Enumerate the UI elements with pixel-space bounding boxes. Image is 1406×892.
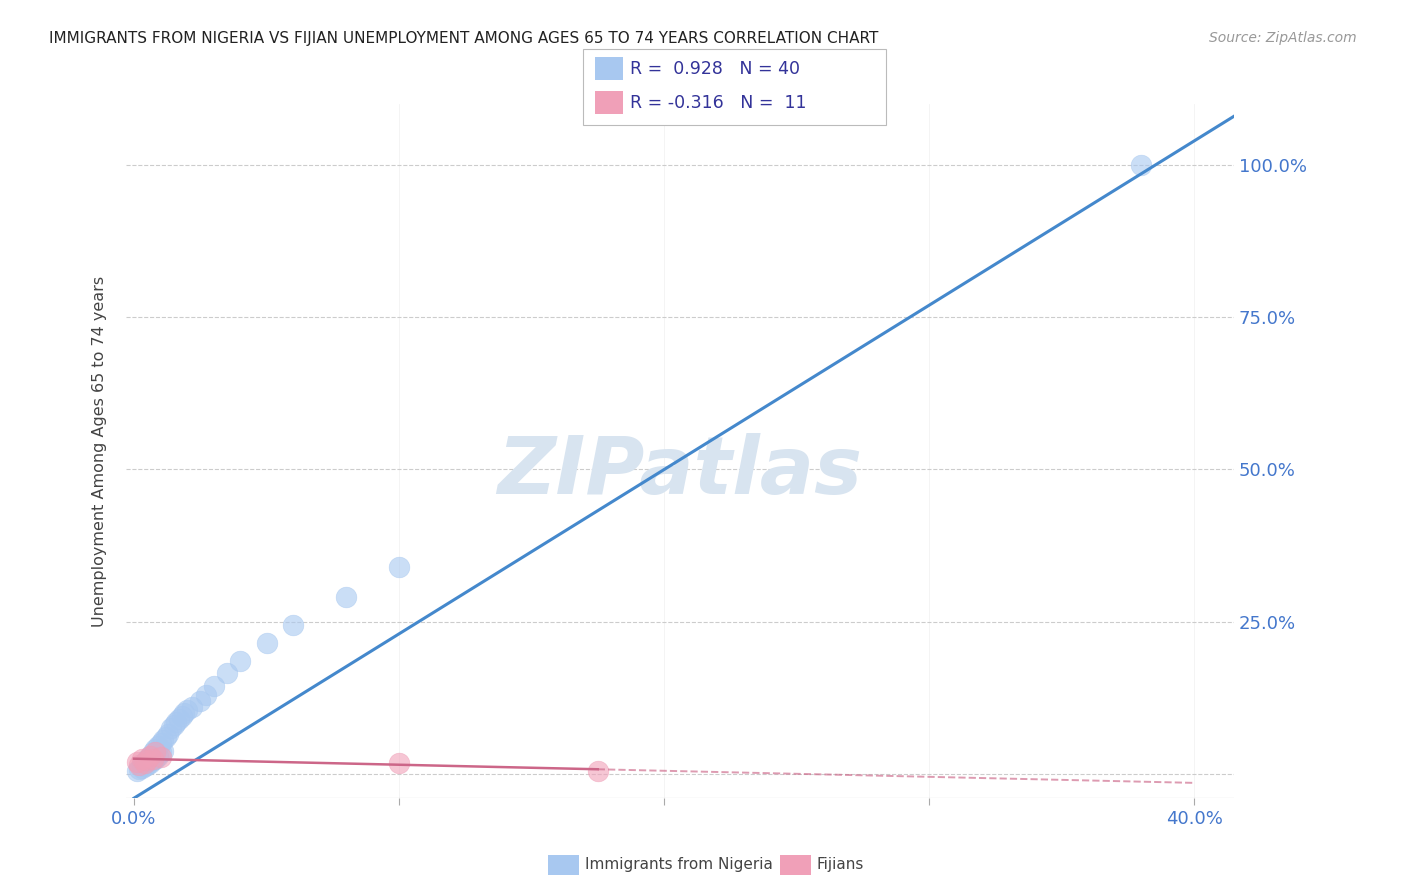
Text: Immigrants from Nigeria: Immigrants from Nigeria xyxy=(585,857,773,871)
Point xyxy=(143,751,166,765)
Point xyxy=(134,756,156,770)
Point xyxy=(173,706,195,720)
Point xyxy=(181,699,204,714)
Text: R =  0.928   N = 40: R = 0.928 N = 40 xyxy=(630,60,800,78)
Point xyxy=(202,679,225,693)
Point xyxy=(142,746,165,760)
Point xyxy=(131,751,153,765)
Point xyxy=(152,733,174,747)
Point xyxy=(134,755,156,769)
Y-axis label: Unemployment Among Ages 65 to 74 years: Unemployment Among Ages 65 to 74 years xyxy=(93,276,107,627)
Point xyxy=(163,718,186,732)
Point xyxy=(157,727,180,741)
Point xyxy=(136,753,159,767)
Point xyxy=(149,736,172,750)
Point xyxy=(160,721,183,735)
Point xyxy=(136,751,159,765)
Point xyxy=(229,654,252,668)
Point xyxy=(256,636,278,650)
Point xyxy=(142,751,165,765)
Text: R = -0.316   N =  11: R = -0.316 N = 11 xyxy=(630,94,807,112)
Point xyxy=(167,712,190,726)
Text: IMMIGRANTS FROM NIGERIA VS FIJIAN UNEMPLOYMENT AMONG AGES 65 TO 74 YEARS CORRELA: IMMIGRANTS FROM NIGERIA VS FIJIAN UNEMPL… xyxy=(49,31,879,46)
Point xyxy=(388,559,411,574)
Point xyxy=(125,764,148,778)
Point xyxy=(335,591,357,605)
Point xyxy=(128,762,150,776)
Point xyxy=(143,746,166,760)
Point xyxy=(215,666,238,681)
Point xyxy=(146,748,169,763)
Point xyxy=(194,688,217,702)
Point xyxy=(152,744,174,758)
Point xyxy=(281,617,304,632)
Point xyxy=(125,755,148,769)
Point xyxy=(165,714,187,729)
Point xyxy=(146,739,169,754)
Point xyxy=(136,757,159,772)
Point xyxy=(142,753,165,767)
Point xyxy=(149,746,172,760)
Text: Fijians: Fijians xyxy=(817,857,865,871)
Point xyxy=(134,759,156,773)
Text: ZIPatlas: ZIPatlas xyxy=(498,433,862,511)
Point xyxy=(143,742,166,756)
Text: Source: ZipAtlas.com: Source: ZipAtlas.com xyxy=(1209,31,1357,45)
Point xyxy=(139,748,162,763)
Point xyxy=(170,709,193,723)
Point xyxy=(155,731,177,745)
Point xyxy=(176,703,198,717)
Point xyxy=(388,756,411,770)
Point xyxy=(139,748,162,763)
Point xyxy=(131,761,153,775)
Point xyxy=(1130,158,1153,172)
Point xyxy=(128,757,150,772)
Point xyxy=(139,756,162,770)
Point xyxy=(149,749,172,764)
Point xyxy=(586,764,609,778)
Point xyxy=(131,757,153,772)
Point xyxy=(188,694,211,708)
